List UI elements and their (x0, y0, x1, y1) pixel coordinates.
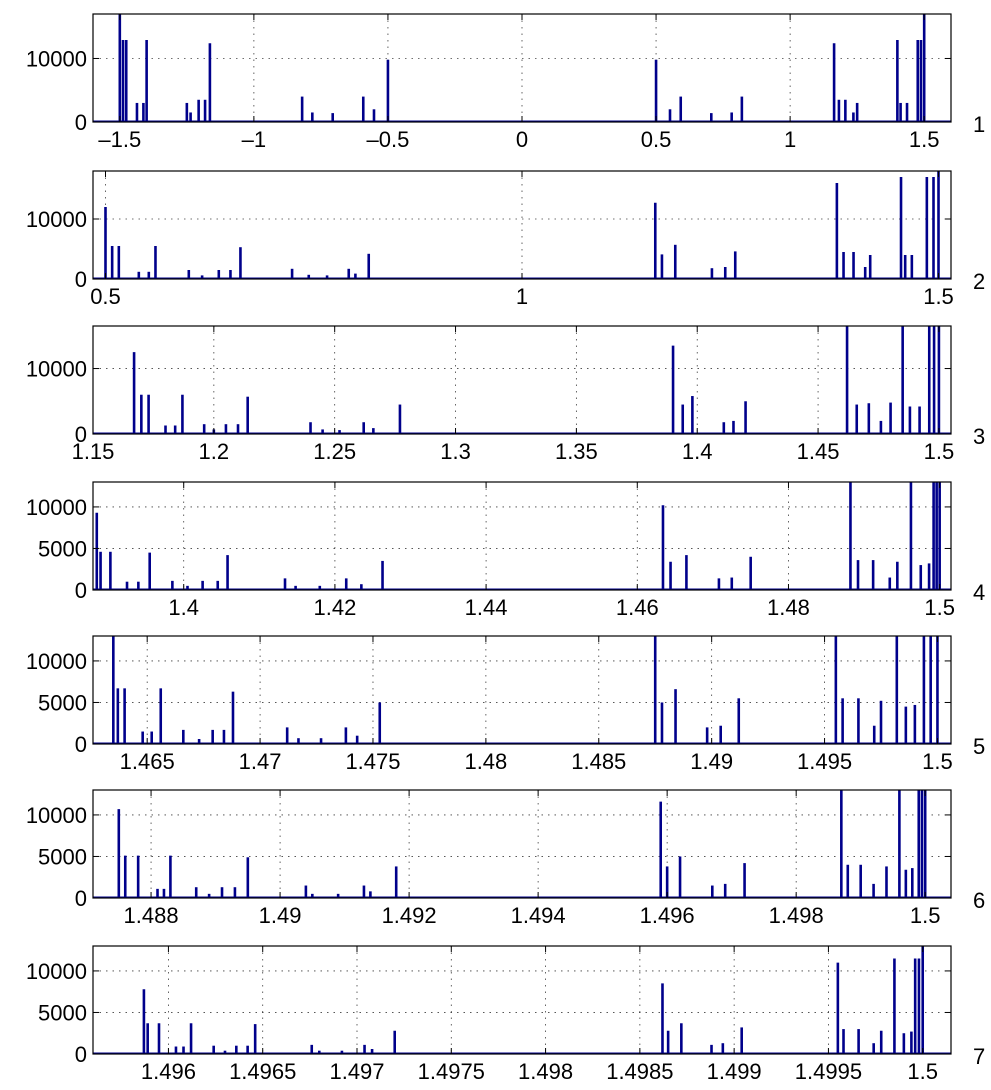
x-tick-label: 1.5 (922, 749, 953, 774)
x-tick-label: 1.47 (239, 749, 282, 774)
x-tick-label: 1.4985 (606, 1059, 673, 1084)
y-tick-label: 10000 (26, 207, 87, 232)
x-tick-label: 0 (516, 127, 528, 152)
x-tick-label: 1.495 (797, 749, 852, 774)
panel-4: 1.4 1.42 1.44 1.46 1.48 1.5 0 5000 10000 4 (26, 481, 985, 620)
y-tick-label: 10000 (26, 495, 87, 520)
x-tick-label: 1.5 (924, 439, 955, 464)
x-tick-label: 1.475 (345, 749, 400, 774)
x-tick-label: 1.45 (797, 439, 840, 464)
x-tick-label: 1.5 (909, 127, 940, 152)
panel-number-label: 7 (973, 1044, 985, 1069)
x-tick-label: 1.485 (571, 749, 626, 774)
x-tick-label: 1.44 (465, 595, 508, 620)
y-tick-label: 5000 (38, 1000, 87, 1025)
x-tick-label: 1.35 (555, 439, 598, 464)
axes-frame (92, 325, 952, 435)
panel-number-label: 1 (973, 112, 985, 137)
x-tick-label: 1.492 (382, 903, 437, 928)
x-tick-label: 1.465 (120, 749, 175, 774)
axes-frame (92, 945, 952, 1055)
x-tick-label: 1.498 (518, 1059, 573, 1084)
axes-frame (92, 635, 952, 745)
x-tick-label: 1.494 (511, 903, 566, 928)
x-tick-label: 1 (516, 284, 528, 309)
panel-1: –1.5 –1 –0.5 0 0.5 1 1.5 0 10000 1 (26, 13, 985, 152)
y-tick-label: 10000 (26, 649, 87, 674)
x-tick-label: 1.48 (464, 749, 507, 774)
y-tick-label: 10000 (26, 803, 87, 828)
x-tick-label: 1.2 (199, 439, 230, 464)
y-tick-label: 0 (75, 1042, 87, 1067)
x-tick-label: 1.48 (767, 595, 810, 620)
y-tick-label: 5000 (38, 536, 87, 561)
x-tick-label: 1.496 (141, 1059, 196, 1084)
y-tick-label: 5000 (38, 690, 87, 715)
x-tick-label: 1.5 (923, 284, 954, 309)
x-tick-label: 1.25 (313, 439, 356, 464)
x-tick-label: 1.42 (313, 595, 356, 620)
x-tick-label: 1.49 (690, 749, 733, 774)
axes-frame (92, 481, 952, 591)
y-tick-label: 5000 (38, 844, 87, 869)
panel-number-label: 2 (973, 269, 985, 294)
x-tick-label: 1.4 (168, 595, 199, 620)
x-tick-label: 1.4965 (229, 1059, 296, 1084)
y-tick-label: 10000 (26, 959, 87, 984)
panel-6: 1.488 1.49 1.492 1.494 1.496 1.498 1.5 0 5000 100… (26, 789, 985, 928)
axes-frame (92, 789, 952, 899)
y-tick-label: 0 (75, 422, 87, 447)
y-tick-label: 0 (75, 886, 87, 911)
y-tick-label: 10000 (26, 357, 87, 382)
x-tick-label: 1.5 (910, 903, 941, 928)
panel-2: 0.5 1 1.5 0 10000 2 (26, 170, 985, 309)
y-tick-label: 0 (75, 732, 87, 757)
panel-5: 1.465 1.47 1.475 1.48 1.485 1.49 1.495 1.5 0 5000… (26, 635, 985, 774)
x-tick-label: 1.3 (440, 439, 471, 464)
x-tick-label: 1.498 (769, 903, 824, 928)
panel-7: 1.496 1.4965 1.497 1.4975 1.498 1.4985 1.499 1.… (26, 945, 985, 1084)
x-tick-label: 1.4 (682, 439, 713, 464)
x-tick-label: 1.496 (640, 903, 695, 928)
y-tick-label: 10000 (26, 46, 87, 71)
x-tick-label: 1.488 (124, 903, 179, 928)
x-tick-label: –1 (242, 127, 266, 152)
x-tick-label: 1.4995 (795, 1059, 862, 1084)
x-tick-label: 0.5 (641, 127, 672, 152)
x-tick-label: 1.497 (329, 1059, 384, 1084)
x-tick-label: 1.46 (616, 595, 659, 620)
panel-number-label: 5 (973, 734, 985, 759)
x-tick-label: 1.15 (72, 439, 115, 464)
panel-number-label: 4 (973, 580, 985, 605)
x-tick-label: 1.49 (259, 903, 302, 928)
x-tick-label: 0.5 (90, 284, 121, 309)
x-tick-label: 1 (784, 127, 796, 152)
panel-number-label: 6 (973, 888, 985, 913)
x-tick-label: 1.5 (924, 595, 955, 620)
y-tick-label: 0 (75, 110, 87, 135)
x-tick-label: –1.5 (98, 127, 141, 152)
y-tick-label: 0 (75, 578, 87, 603)
x-tick-label: 1.4975 (418, 1059, 485, 1084)
x-tick-label: 1.5 (907, 1059, 938, 1084)
panel-3: 1.15 1.2 1.25 1.3 1.35 1.4 1.45 1.5 0 10000 3 (26, 325, 985, 464)
y-tick-label: 0 (75, 267, 87, 292)
panel-number-label: 3 (973, 424, 985, 449)
x-tick-label: 1.499 (707, 1059, 762, 1084)
x-tick-label: –0.5 (367, 127, 410, 152)
